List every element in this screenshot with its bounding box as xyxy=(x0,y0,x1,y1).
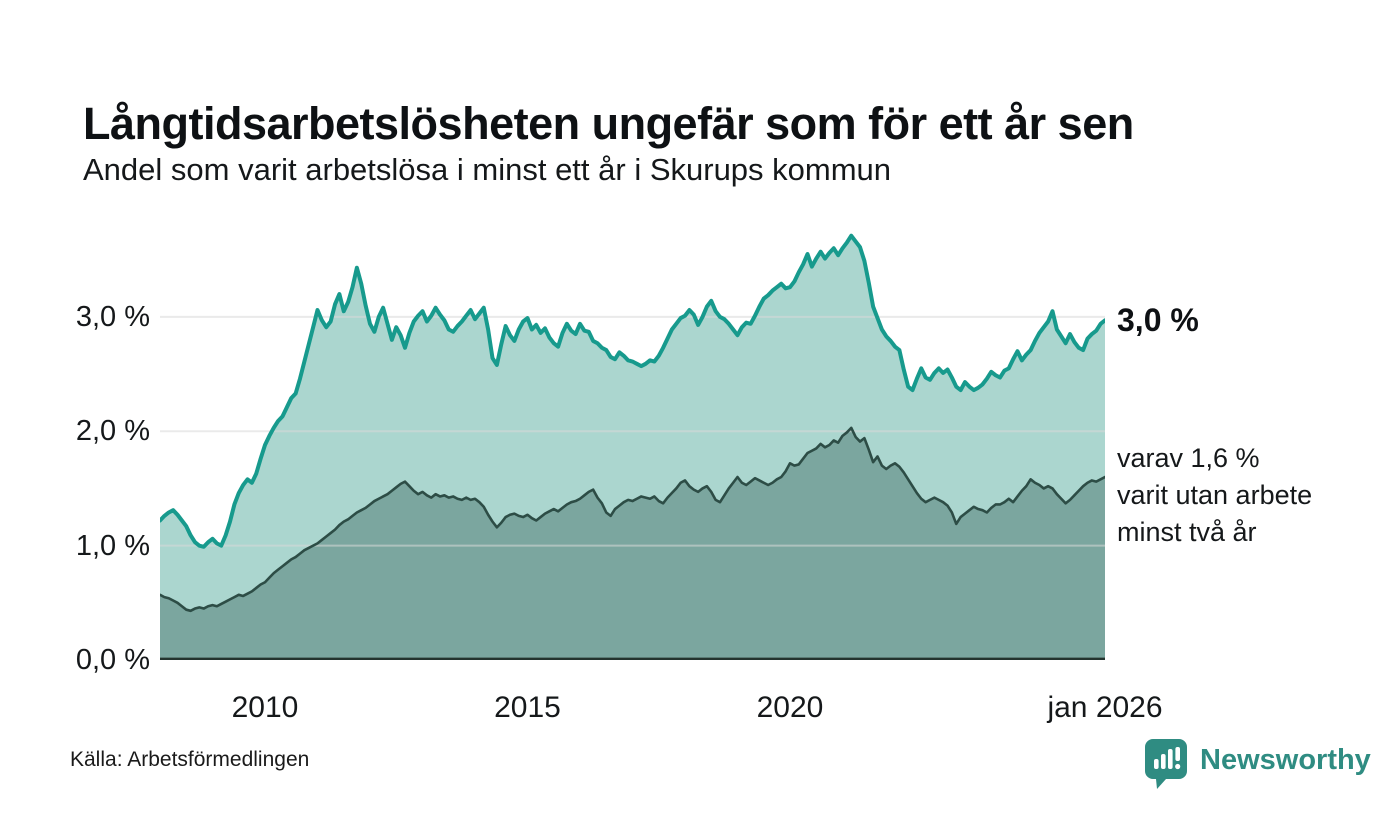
x-tick-label: jan 2026 xyxy=(1047,691,1163,724)
y-tick-label: 1,0 % xyxy=(75,529,150,562)
annotation-line: minst två år xyxy=(1117,517,1257,547)
page-title: Långtidsarbetslösheten ungefär som för e… xyxy=(83,98,1134,150)
plot-area xyxy=(158,230,1107,660)
annotation-line: varit utan arbete xyxy=(1117,480,1313,510)
source-note: Källa: Arbetsförmedlingen xyxy=(70,748,310,771)
logo-exclamation-icon xyxy=(1175,747,1180,761)
brand-name: Newsworthy xyxy=(1200,744,1371,776)
annotation-line: varav 1,6 % xyxy=(1117,443,1260,473)
logo-bar-icon xyxy=(1154,759,1159,769)
x-tick-label: 2020 xyxy=(756,691,824,724)
area-chart xyxy=(158,233,1107,660)
series-annotation-two-years: varav 1,6 % varit utan arbete minst två … xyxy=(1117,440,1312,551)
series-end-label-total: 3,0 % xyxy=(1117,302,1199,338)
y-tick-label: 0,0 % xyxy=(75,644,150,676)
logo-exclamation-dot-icon xyxy=(1175,763,1181,770)
y-tick-label: 2,0 % xyxy=(75,415,150,448)
x-tick-label: 2010 xyxy=(231,691,299,724)
y-tick-label: 3,0 % xyxy=(75,300,150,333)
logo-bar-icon xyxy=(1161,754,1166,769)
total-line xyxy=(158,233,1107,549)
chart-subtitle: Andel som varit arbetslösa i minst ett å… xyxy=(83,152,892,187)
logo-bar-icon xyxy=(1168,749,1173,769)
two-year-area-fill xyxy=(160,427,1105,660)
newsworthy-bubble-icon xyxy=(1145,739,1187,789)
two-year-line xyxy=(158,426,1107,613)
brand-logo: Newsworthy xyxy=(1144,738,1371,790)
x-tick-label: 2015 xyxy=(494,691,561,724)
